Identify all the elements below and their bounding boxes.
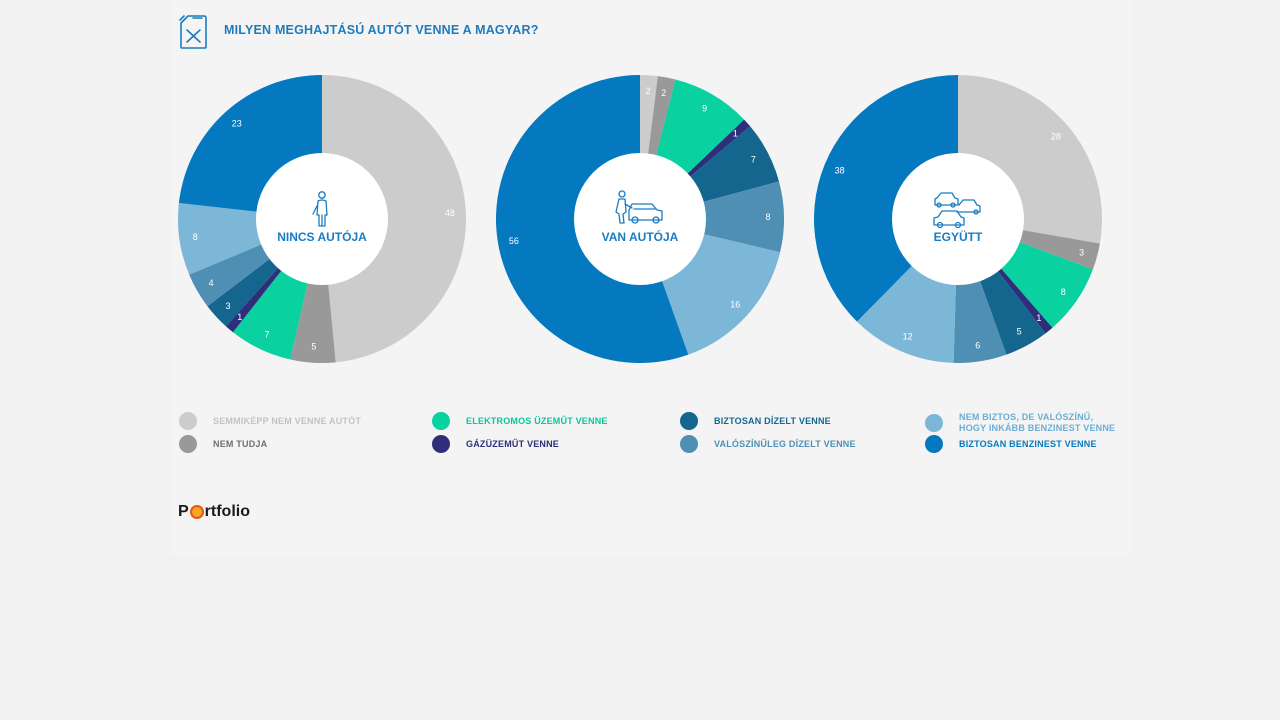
chart-title: MILYEN MEGHAJTÁSÚ AUTÓT VENNE A MAGYAR? — [224, 23, 539, 37]
slice-value-label: 1 — [733, 129, 738, 139]
slice-biztosan-benzinest-venne — [814, 75, 958, 322]
legend: SEMMIKÉPP NEM VENNE AUTÓT NEM TUDJA ELEK… — [179, 412, 1115, 453]
legend-item-elektromos: ELEKTROMOS ÜZEMŰT VENNE — [432, 412, 608, 430]
legend-swatch — [432, 435, 450, 453]
slice-value-label: 28 — [1051, 132, 1061, 142]
slice-value-label: 5 — [1017, 327, 1022, 337]
slice-value-label: 48 — [445, 208, 455, 218]
slice-value-label: 2 — [661, 88, 666, 98]
slice-value-label: 1 — [1036, 313, 1041, 323]
legend-swatch — [680, 412, 698, 430]
legend-swatch — [925, 435, 943, 453]
slice-semmikepp-nem-venne-autot — [322, 75, 467, 363]
slice-value-label: 8 — [193, 232, 198, 242]
logo-text: rtfolio — [204, 503, 250, 520]
legend-label-line1: NEM BIZTOS, DE VALÓSZÍNŰ, — [959, 412, 1094, 422]
legend-item-gaz: GÁZÜZEMŰT VENNE — [432, 435, 559, 453]
person-icon — [312, 191, 328, 227]
legend-item-nem-biztos-benzin: NEM BIZTOS, DE VALÓSZÍNŰ, HOGY INKÁBB BE… — [925, 412, 1115, 434]
slice-value-label: 3 — [1079, 247, 1084, 257]
logo-letter-p: P — [178, 503, 189, 520]
legend-item-biztosan-benzin: BIZTOSAN BENZINEST VENNE — [925, 435, 1097, 453]
legend-item-semmikepp: SEMMIKÉPP NEM VENNE AUTÓT — [179, 412, 361, 430]
person-with-car-icon — [615, 190, 663, 224]
donut-chart-van-autoja: 2 2 9 1 7 8 16 56 VAN AUTÓJA — [495, 74, 785, 363]
slice-value-label: 2 — [645, 86, 650, 96]
legend-label: VALÓSZÍNŰLEG DÍZELT VENNE — [714, 438, 856, 449]
slice-value-label: 6 — [975, 341, 980, 351]
slice-valoszinuleg-dizelt-venne — [640, 181, 785, 253]
legend-label-line2: HOGY INKÁBB BENZINEST VENNE — [959, 423, 1116, 433]
legend-label: GÁZÜZEMŰT VENNE — [466, 438, 559, 449]
cars-icon — [933, 192, 981, 229]
slice-value-label: 7 — [264, 330, 269, 340]
slice-value-label: 16 — [730, 300, 740, 310]
legend-item-nem-tudja: NEM TUDJA — [179, 435, 267, 453]
legend-item-biztosan-dizel: BIZTOSAN DÍZELT VENNE — [680, 412, 831, 430]
legend-label: NEM TUDJA — [213, 438, 268, 449]
legend-swatch — [432, 412, 450, 430]
legend-swatch — [925, 414, 943, 432]
slice-value-label: 12 — [903, 332, 913, 342]
fuel-canister-icon — [179, 15, 207, 49]
legend-label: ELEKTROMOS ÜZEMŰT VENNE — [466, 415, 608, 426]
slice-value-label: 8 — [1061, 287, 1066, 297]
slice-value-label: 1 — [237, 312, 242, 322]
slice-value-label: 5 — [311, 342, 316, 352]
slice-value-label: 9 — [702, 104, 707, 114]
slice-value-label: 23 — [232, 119, 242, 129]
slice-value-label: 38 — [835, 166, 845, 176]
legend-label: SEMMIKÉPP NEM VENNE AUTÓT — [213, 415, 362, 426]
slice-value-label: 4 — [209, 278, 214, 288]
legend-swatch — [680, 435, 698, 453]
logo-o-icon — [189, 505, 204, 519]
legend-item-valoszinuleg-dizel: VALÓSZÍNŰLEG DÍZELT VENNE — [680, 435, 856, 453]
donut-center — [574, 153, 706, 285]
legend-swatch — [179, 435, 197, 453]
donut-center — [892, 153, 1024, 285]
legend-swatch — [179, 412, 197, 430]
chart-center-title: VAN AUTÓJA — [602, 229, 679, 244]
legend-label: NEM BIZTOS, DE VALÓSZÍNŰ, HOGY INKÁBB BE… — [959, 412, 1115, 434]
slice-value-label: 3 — [225, 301, 230, 311]
legend-label: BIZTOSAN DÍZELT VENNE — [714, 415, 831, 426]
chart-center-title: NINCS AUTÓJA — [277, 229, 367, 244]
slice-value-label: 7 — [751, 155, 756, 165]
slice-value-label: 8 — [765, 212, 770, 222]
legend-label: BIZTOSAN BENZINEST VENNE — [959, 438, 1097, 449]
portfolio-logo[interactable]: P rtfolio — [178, 503, 250, 521]
slice-value-label: 56 — [509, 236, 519, 246]
chart-center-title: EGYÜTT — [934, 229, 983, 244]
charts-area: 48 5 7 1 3 4 8 23 NINCS AUTÓJA 2 2 9 1 7 8 16 56 VAN AUT… — [178, 74, 1103, 364]
